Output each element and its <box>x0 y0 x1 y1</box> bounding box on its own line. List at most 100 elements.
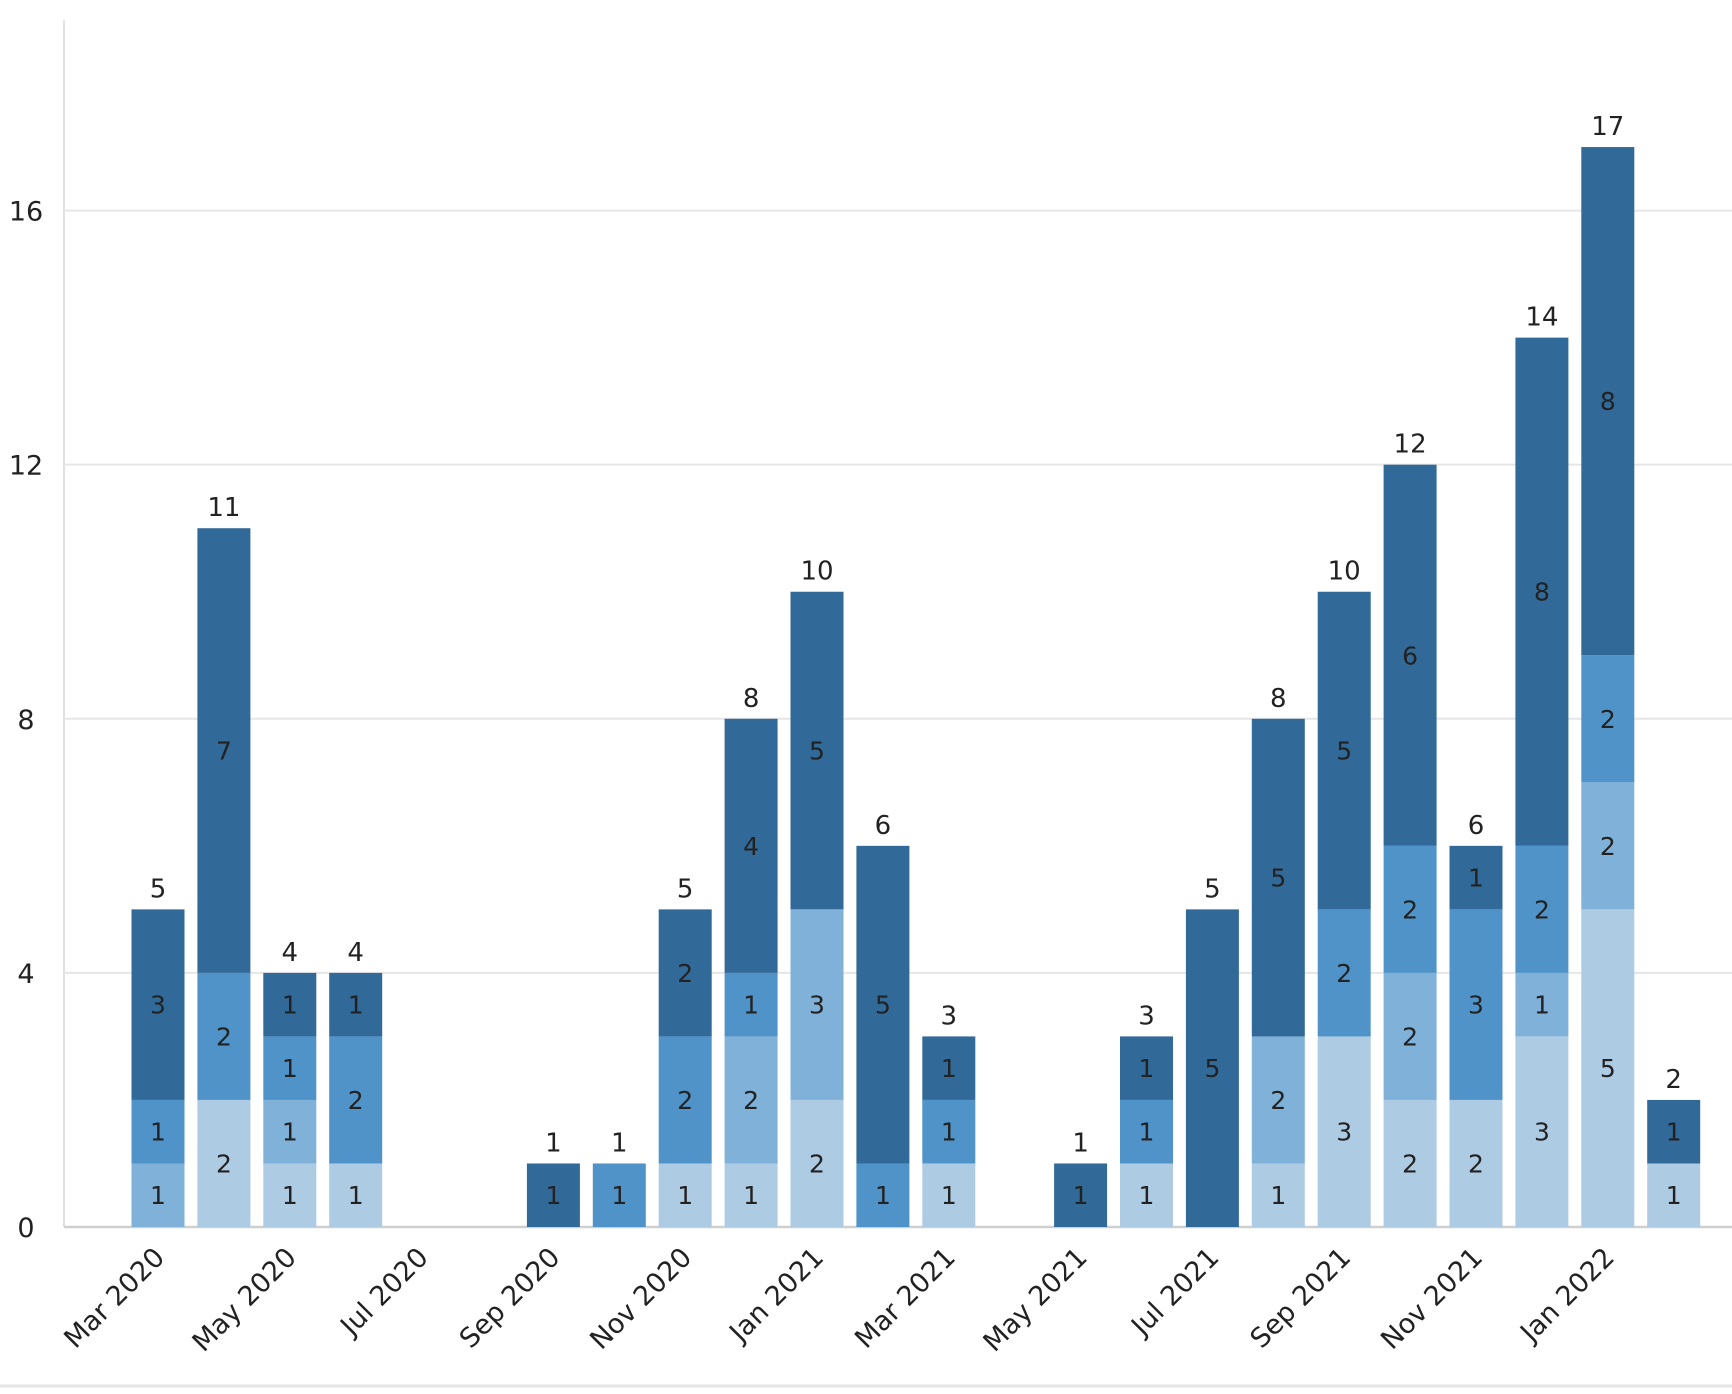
total-label: 5 <box>1204 874 1221 904</box>
segment-label: 2 <box>348 1086 364 1115</box>
bar-segment <box>724 718 778 973</box>
segment-label: 1 <box>941 1181 957 1210</box>
bar-segment <box>922 1099 976 1164</box>
bar-segment <box>1449 909 1503 1100</box>
total-label: 4 <box>347 938 364 968</box>
y-tick-label: 0 <box>17 1213 34 1244</box>
segment-label: 3 <box>1336 1118 1352 1147</box>
x-tick-label: Nov 2020 <box>584 1242 698 1356</box>
segment-label: 1 <box>282 1181 298 1210</box>
x-tick-label: Jul 2020 <box>334 1242 435 1343</box>
bar-segment <box>1581 147 1635 656</box>
y-tick-label: 4 <box>17 959 34 990</box>
segment-label: 1 <box>1468 864 1484 893</box>
bar-segment <box>790 909 844 1100</box>
x-tick-label: May 2021 <box>977 1242 1093 1358</box>
segment-label: 8 <box>1534 578 1550 607</box>
segment-label: 4 <box>743 832 759 861</box>
segment-label: 2 <box>216 1022 232 1051</box>
x-tick-label: Mar 2020 <box>58 1242 171 1355</box>
segment-label: 2 <box>1270 1086 1286 1115</box>
segment-label: 1 <box>1534 991 1550 1020</box>
y-tick-label: 16 <box>9 197 43 228</box>
segment-label: 2 <box>216 1149 232 1178</box>
bar-segment <box>856 845 910 1164</box>
bar-segment <box>197 1099 251 1227</box>
segment-label: 1 <box>1666 1118 1682 1147</box>
x-tick-label: May 2020 <box>187 1242 303 1358</box>
y-tick-label: 8 <box>17 705 34 736</box>
bar-segment <box>263 1163 317 1227</box>
bar-segment <box>658 1163 712 1227</box>
total-label: 4 <box>282 938 299 968</box>
bar-segment <box>658 909 712 1037</box>
bar-segment <box>1515 1036 1569 1227</box>
bar-segment <box>1647 1163 1701 1227</box>
segment-label: 2 <box>677 1086 693 1115</box>
x-tick-label: Nov 2021 <box>1375 1242 1489 1356</box>
bar-segment <box>1515 337 1569 846</box>
segment-label: 3 <box>1534 1118 1550 1147</box>
total-label: 1 <box>1072 1128 1089 1158</box>
segment-label: 3 <box>1468 991 1484 1020</box>
bar-segment <box>1317 591 1371 910</box>
total-label: 1 <box>545 1128 562 1158</box>
x-tick-label: Jul 2021 <box>1124 1242 1225 1343</box>
bar-segment <box>1317 909 1371 1037</box>
segment-label: 5 <box>809 737 825 766</box>
bar-segment <box>1120 1036 1173 1100</box>
segment-label: 1 <box>282 991 298 1020</box>
segment-label: 6 <box>1402 641 1418 670</box>
segment-label: 1 <box>282 1054 298 1083</box>
bar-segment <box>1383 972 1437 1100</box>
segment-label: 2 <box>1600 832 1616 861</box>
bar-segment <box>658 1036 712 1164</box>
segment-label: 1 <box>150 1118 166 1147</box>
bar-segment <box>1515 845 1569 973</box>
bar-segment <box>1054 1163 1108 1227</box>
bar-segment <box>1383 845 1437 973</box>
bar-segment <box>790 591 844 910</box>
segment-label: 2 <box>809 1149 825 1178</box>
segment-label: 2 <box>1534 895 1550 924</box>
segment-label: 7 <box>216 737 232 766</box>
bar-segment <box>592 1163 646 1227</box>
bar-segment <box>1251 1163 1305 1227</box>
bar-segment <box>197 528 251 973</box>
segment-label: 2 <box>1402 1022 1418 1051</box>
bar-segment <box>1449 1099 1503 1227</box>
bar-segment <box>197 972 251 1100</box>
bar-segment <box>1383 1099 1437 1227</box>
bar-segment <box>1581 909 1635 1227</box>
bar-segment <box>526 1163 580 1227</box>
bar-segment <box>131 909 185 1100</box>
bar-segment <box>1449 845 1503 910</box>
bar-segment <box>922 1036 976 1100</box>
x-tick-label: Jan 2021 <box>723 1242 830 1349</box>
segment-label: 2 <box>1600 705 1616 734</box>
segment-label: 5 <box>875 991 891 1020</box>
segment-label: 1 <box>150 1181 166 1210</box>
bar-segment <box>1581 655 1635 783</box>
total-label: 2 <box>1665 1065 1682 1095</box>
bar-segment <box>1251 718 1305 1037</box>
bar-segment <box>329 1036 383 1164</box>
total-label: 12 <box>1394 430 1427 460</box>
segment-label: 2 <box>677 959 693 988</box>
segment-label: 5 <box>1270 864 1286 893</box>
bar-segment <box>1581 782 1635 910</box>
bar-segment <box>263 1036 317 1100</box>
bar-segment <box>1383 464 1437 846</box>
segment-label: 2 <box>1336 959 1352 988</box>
segment-label: 5 <box>1336 737 1352 766</box>
x-tick-label: Jan 2022 <box>1513 1242 1620 1349</box>
segment-label: 1 <box>1666 1181 1682 1210</box>
segment-label: 1 <box>743 991 759 1020</box>
segment-label: 1 <box>1139 1181 1155 1210</box>
total-label: 1 <box>611 1128 628 1158</box>
bar-segment <box>131 1099 185 1164</box>
total-label: 5 <box>150 874 167 904</box>
bar-segment <box>329 972 383 1037</box>
segment-label: 2 <box>743 1086 759 1115</box>
